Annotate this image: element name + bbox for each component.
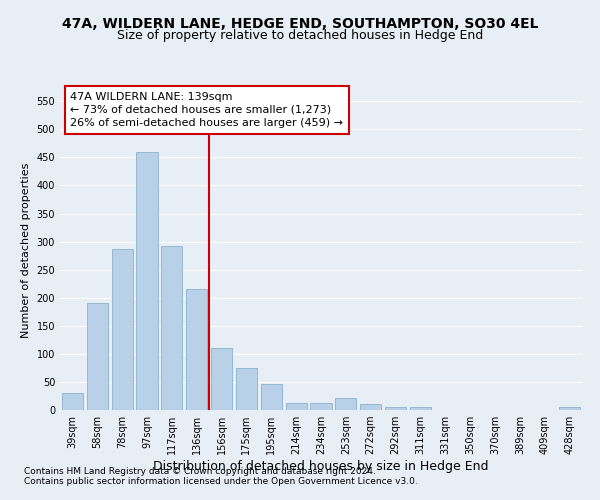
- Bar: [136, 152, 158, 410]
- X-axis label: Distribution of detached houses by size in Hedge End: Distribution of detached houses by size …: [153, 460, 489, 473]
- Text: 47A WILDERN LANE: 139sqm
← 73% of detached houses are smaller (1,273)
26% of sem: 47A WILDERN LANE: 139sqm ← 73% of detach…: [70, 92, 343, 128]
- Text: 47A, WILDERN LANE, HEDGE END, SOUTHAMPTON, SO30 4EL: 47A, WILDERN LANE, HEDGE END, SOUTHAMPTO…: [62, 18, 538, 32]
- Bar: [112, 249, 133, 410]
- Bar: [335, 398, 356, 410]
- Bar: [186, 290, 207, 410]
- Bar: [286, 402, 307, 410]
- Y-axis label: Number of detached properties: Number of detached properties: [21, 162, 31, 338]
- Bar: [261, 384, 282, 410]
- Bar: [236, 368, 257, 410]
- Bar: [310, 402, 332, 410]
- Bar: [360, 404, 381, 410]
- Text: Contains HM Land Registry data © Crown copyright and database right 2024.: Contains HM Land Registry data © Crown c…: [24, 467, 376, 476]
- Bar: [62, 393, 83, 410]
- Bar: [559, 406, 580, 410]
- Bar: [410, 406, 431, 410]
- Bar: [87, 304, 108, 410]
- Bar: [385, 406, 406, 410]
- Bar: [161, 246, 182, 410]
- Text: Size of property relative to detached houses in Hedge End: Size of property relative to detached ho…: [117, 29, 483, 42]
- Bar: [211, 348, 232, 410]
- Text: Contains public sector information licensed under the Open Government Licence v3: Contains public sector information licen…: [24, 477, 418, 486]
